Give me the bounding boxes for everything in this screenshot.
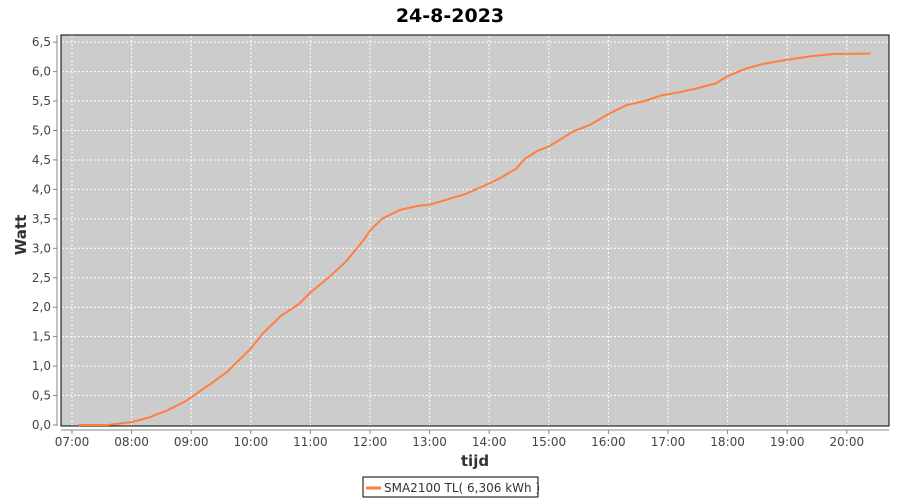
x-axis-label: tijd bbox=[461, 452, 489, 470]
x-tick-label: 16:00 bbox=[591, 435, 626, 449]
x-tick-label: 18:00 bbox=[710, 435, 745, 449]
x-tick-label: 11:00 bbox=[293, 435, 328, 449]
y-tick-label: 1,5 bbox=[32, 330, 51, 344]
series-line bbox=[78, 52, 871, 426]
y-tick-label: 5,5 bbox=[32, 94, 51, 108]
x-tick-label: 19:00 bbox=[770, 435, 805, 449]
legend: SMA2100 TL( 6,306 kWh ) bbox=[362, 476, 540, 498]
x-tick-label: 10:00 bbox=[234, 435, 269, 449]
plot-area bbox=[60, 34, 890, 427]
x-tick-label: 14:00 bbox=[472, 435, 507, 449]
x-tick-label: 09:00 bbox=[174, 435, 209, 449]
x-tick-label: 15:00 bbox=[532, 435, 567, 449]
y-tick-label: 0,5 bbox=[32, 389, 51, 403]
x-tick-label: 20:00 bbox=[830, 435, 865, 449]
y-tick-label: 1,0 bbox=[32, 359, 51, 373]
y-tick-label: 2,0 bbox=[32, 300, 51, 314]
x-tick-label: 17:00 bbox=[651, 435, 686, 449]
y-tick-label: 3,5 bbox=[32, 212, 51, 226]
y-axis-label: Watt bbox=[12, 215, 30, 255]
y-tick-label: 4,0 bbox=[32, 182, 51, 196]
y-tick-label: 4,5 bbox=[32, 153, 51, 167]
y-tick-label: 6,5 bbox=[32, 35, 51, 49]
legend-label: SMA2100 TL( 6,306 kWh ) bbox=[384, 481, 540, 495]
x-tick-label: 12:00 bbox=[353, 435, 388, 449]
x-tick-label: 07:00 bbox=[55, 435, 90, 449]
chart-title: 24-8-2023 bbox=[396, 5, 504, 27]
x-tick-label: 13:00 bbox=[412, 435, 447, 449]
y-tick-label: 6,0 bbox=[32, 65, 51, 79]
y-tick-label: 3,0 bbox=[32, 241, 51, 255]
y-tick-label: 0,0 bbox=[32, 418, 51, 432]
x-tick-label: 08:00 bbox=[114, 435, 149, 449]
y-tick-label: 2,5 bbox=[32, 271, 51, 285]
y-tick-label: 5,0 bbox=[32, 124, 51, 138]
